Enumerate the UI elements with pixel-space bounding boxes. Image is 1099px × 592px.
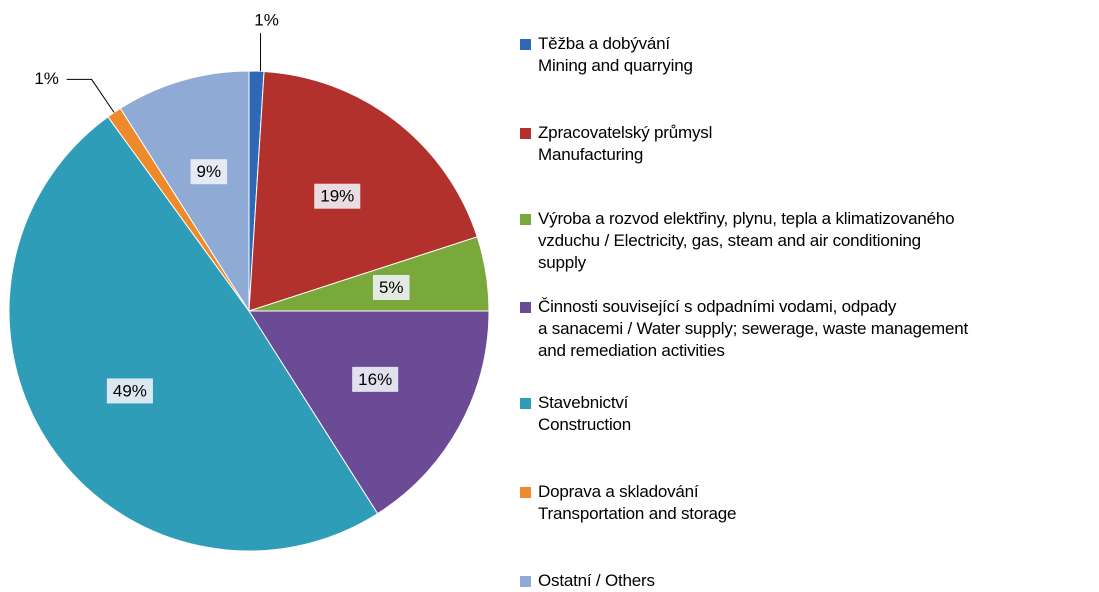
pie-slice bbox=[8, 116, 379, 552]
pie-slice bbox=[119, 70, 250, 313]
legend-swatch bbox=[520, 302, 531, 313]
data-label: 1% bbox=[34, 69, 59, 88]
legend-entry: Výroba a rozvod elektřiny, plynu, tepla … bbox=[520, 208, 955, 274]
legend-label: Činnosti související s odpadními vodami,… bbox=[538, 297, 969, 360]
legend-swatch bbox=[520, 398, 531, 409]
leader-line bbox=[66, 78, 115, 113]
data-label: 49% bbox=[113, 381, 147, 400]
data-label: 1% bbox=[254, 11, 279, 30]
data-label: 19% bbox=[320, 187, 354, 206]
data-label: 16% bbox=[358, 370, 392, 389]
data-label-box bbox=[352, 366, 399, 392]
legend-swatch bbox=[520, 576, 531, 587]
data-label: 9% bbox=[197, 162, 222, 181]
legend-entry: Zpracovatelský průmysl Manufacturing bbox=[520, 122, 712, 166]
data-label-box bbox=[372, 274, 410, 300]
legend-entry: Stavebnictví Construction bbox=[520, 392, 631, 436]
data-label-box bbox=[314, 183, 361, 209]
pie-chart: 1% 19% 5% 16% 49% 1% 9% bbox=[8, 11, 490, 552]
legend-label: Výroba a rozvod elektřiny, plynu, tepla … bbox=[538, 209, 955, 272]
legend-swatch bbox=[520, 214, 531, 225]
legend-label: Ostatní / Others bbox=[538, 571, 655, 590]
data-label-box bbox=[106, 378, 153, 404]
legend-label: Zpracovatelský průmysl Manufacturing bbox=[538, 123, 713, 164]
data-label: 5% bbox=[379, 278, 404, 297]
legend-entry: Ostatní / Others bbox=[520, 570, 655, 592]
legend-label: Stavebnictví Construction bbox=[538, 393, 632, 434]
pie-slice bbox=[248, 70, 478, 312]
legend-swatch bbox=[520, 128, 531, 139]
data-label-box bbox=[190, 159, 228, 185]
legend-label: Doprava a skladování Transportation and … bbox=[538, 482, 737, 523]
pie-slice bbox=[248, 310, 490, 515]
legend-entry: Doprava a skladování Transportation and … bbox=[520, 481, 736, 525]
legend-label: Těžba a dobývání Mining and quarrying bbox=[538, 34, 693, 75]
legend-entry: Činnosti související s odpadními vodami,… bbox=[520, 296, 968, 362]
legend-swatch bbox=[520, 39, 531, 50]
legend-entry: Těžba a dobývání Mining and quarrying bbox=[520, 33, 693, 77]
legend-swatch bbox=[520, 487, 531, 498]
